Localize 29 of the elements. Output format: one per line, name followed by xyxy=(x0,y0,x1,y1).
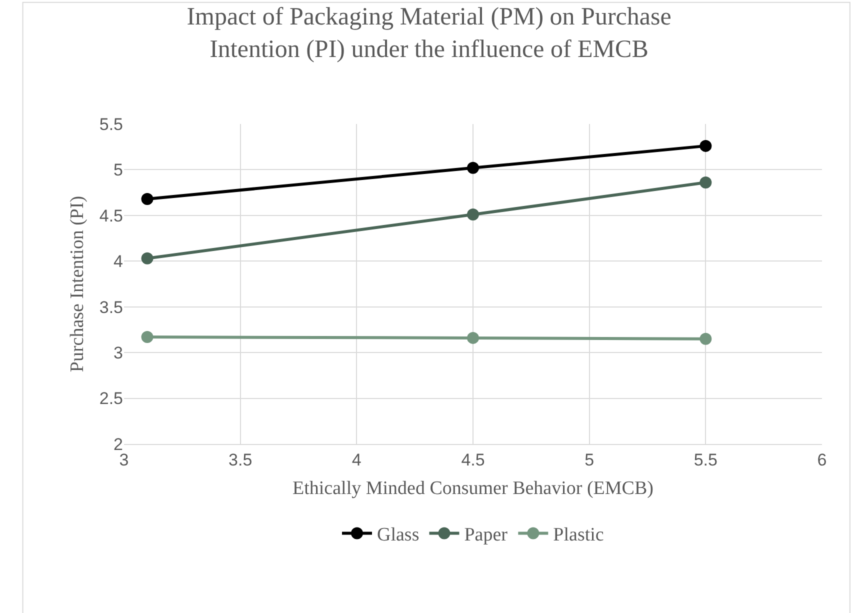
y-tick-label: 2.5 xyxy=(99,389,123,408)
x-tick-label: 3.5 xyxy=(228,450,252,470)
point xyxy=(141,252,154,264)
point xyxy=(700,176,712,189)
point xyxy=(141,192,154,205)
point xyxy=(467,208,479,221)
y-axis-title: Purchase Intention (PI) xyxy=(67,196,88,372)
point xyxy=(700,140,712,152)
point xyxy=(141,331,154,344)
legend-label: Paper xyxy=(464,524,508,546)
point xyxy=(700,332,712,345)
point xyxy=(467,162,479,174)
y-tick-label: 5.5 xyxy=(99,114,123,134)
y-tick-label: 3.5 xyxy=(99,298,123,317)
x-tick-label: 5.5 xyxy=(694,450,718,470)
y-tick-label: 4 xyxy=(114,252,123,272)
y-tick-label: 3 xyxy=(114,344,123,363)
x-tick-label: 4.5 xyxy=(461,450,485,470)
x-tick-label: 4 xyxy=(352,450,362,470)
legend-label: Glass xyxy=(377,524,420,546)
x-tick-label: 5 xyxy=(584,450,594,470)
chart-title: Impact of Packaging Material (PM) on Purchase Intention (PI) under the influence of EMCB xyxy=(186,4,672,64)
y-tick-label: 2 xyxy=(114,434,123,454)
x-axis-title: Ethically Minded Consumer Behavior (EMCB) xyxy=(292,478,654,500)
x-tick-label: 6 xyxy=(817,450,827,470)
legend-label: Plastic xyxy=(553,524,604,546)
point xyxy=(467,332,479,344)
y-tick-label: 5 xyxy=(114,160,123,180)
y-tick-label: 4.5 xyxy=(99,206,123,226)
